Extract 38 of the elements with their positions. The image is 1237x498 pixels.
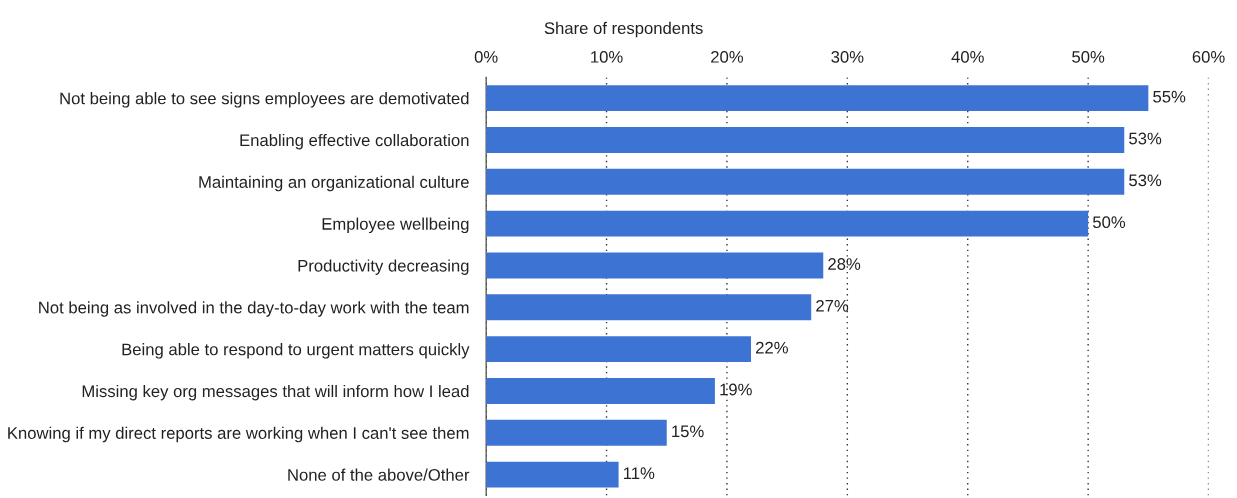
y-tick-label: Knowing if my direct reports are working when I can't see them xyxy=(8,426,469,443)
x-tick-label: 10% xyxy=(591,50,623,63)
x-tick-label: 60% xyxy=(1192,50,1225,63)
x-tick-label: 20% xyxy=(711,50,744,63)
y-tick-label: None of the above/Other xyxy=(288,468,470,481)
bar xyxy=(486,210,1089,237)
y-tick-label: Productivity decreasing xyxy=(298,259,469,275)
x-tick-label: 40% xyxy=(951,50,984,63)
bar xyxy=(486,294,812,321)
bar xyxy=(486,461,619,488)
x-axis-title: Share of respondents xyxy=(544,21,703,38)
data-label: 11% xyxy=(624,467,655,479)
y-tick-label: Enabling effective collaboration xyxy=(240,133,469,150)
y-tick-label: Not being able to see signs employees are demotivated xyxy=(60,92,469,108)
y-tick-label: Employee wellbeing xyxy=(322,217,469,234)
x-tick-label: 0% xyxy=(474,50,498,63)
data-label: 19% xyxy=(720,383,752,396)
bar xyxy=(486,252,824,279)
y-tick-label: Missing key org messages that will inform how I lead xyxy=(82,384,469,401)
data-label: 50% xyxy=(1092,216,1126,229)
data-label: 22% xyxy=(756,341,788,354)
y-tick-label: Not being as involved in the day-to-day work with the team xyxy=(39,301,469,317)
bar xyxy=(486,126,1125,153)
data-label: 27% xyxy=(816,299,849,312)
data-label: 15% xyxy=(672,425,704,438)
data-label: 28% xyxy=(828,258,861,270)
x-tick-label: 30% xyxy=(831,50,864,63)
y-tick-label: Being able to respond to urgent matters quickly xyxy=(122,343,470,359)
data-label: 55% xyxy=(1153,90,1186,103)
bar xyxy=(486,377,715,404)
bar xyxy=(486,85,1149,112)
bar xyxy=(486,336,752,363)
y-tick-label: Maintaining an organizational culture xyxy=(199,175,469,192)
bar xyxy=(486,419,667,446)
data-label: 53% xyxy=(1129,132,1162,145)
data-label: 53% xyxy=(1129,174,1162,187)
x-tick-label: 50% xyxy=(1072,50,1105,63)
bar xyxy=(486,168,1125,195)
